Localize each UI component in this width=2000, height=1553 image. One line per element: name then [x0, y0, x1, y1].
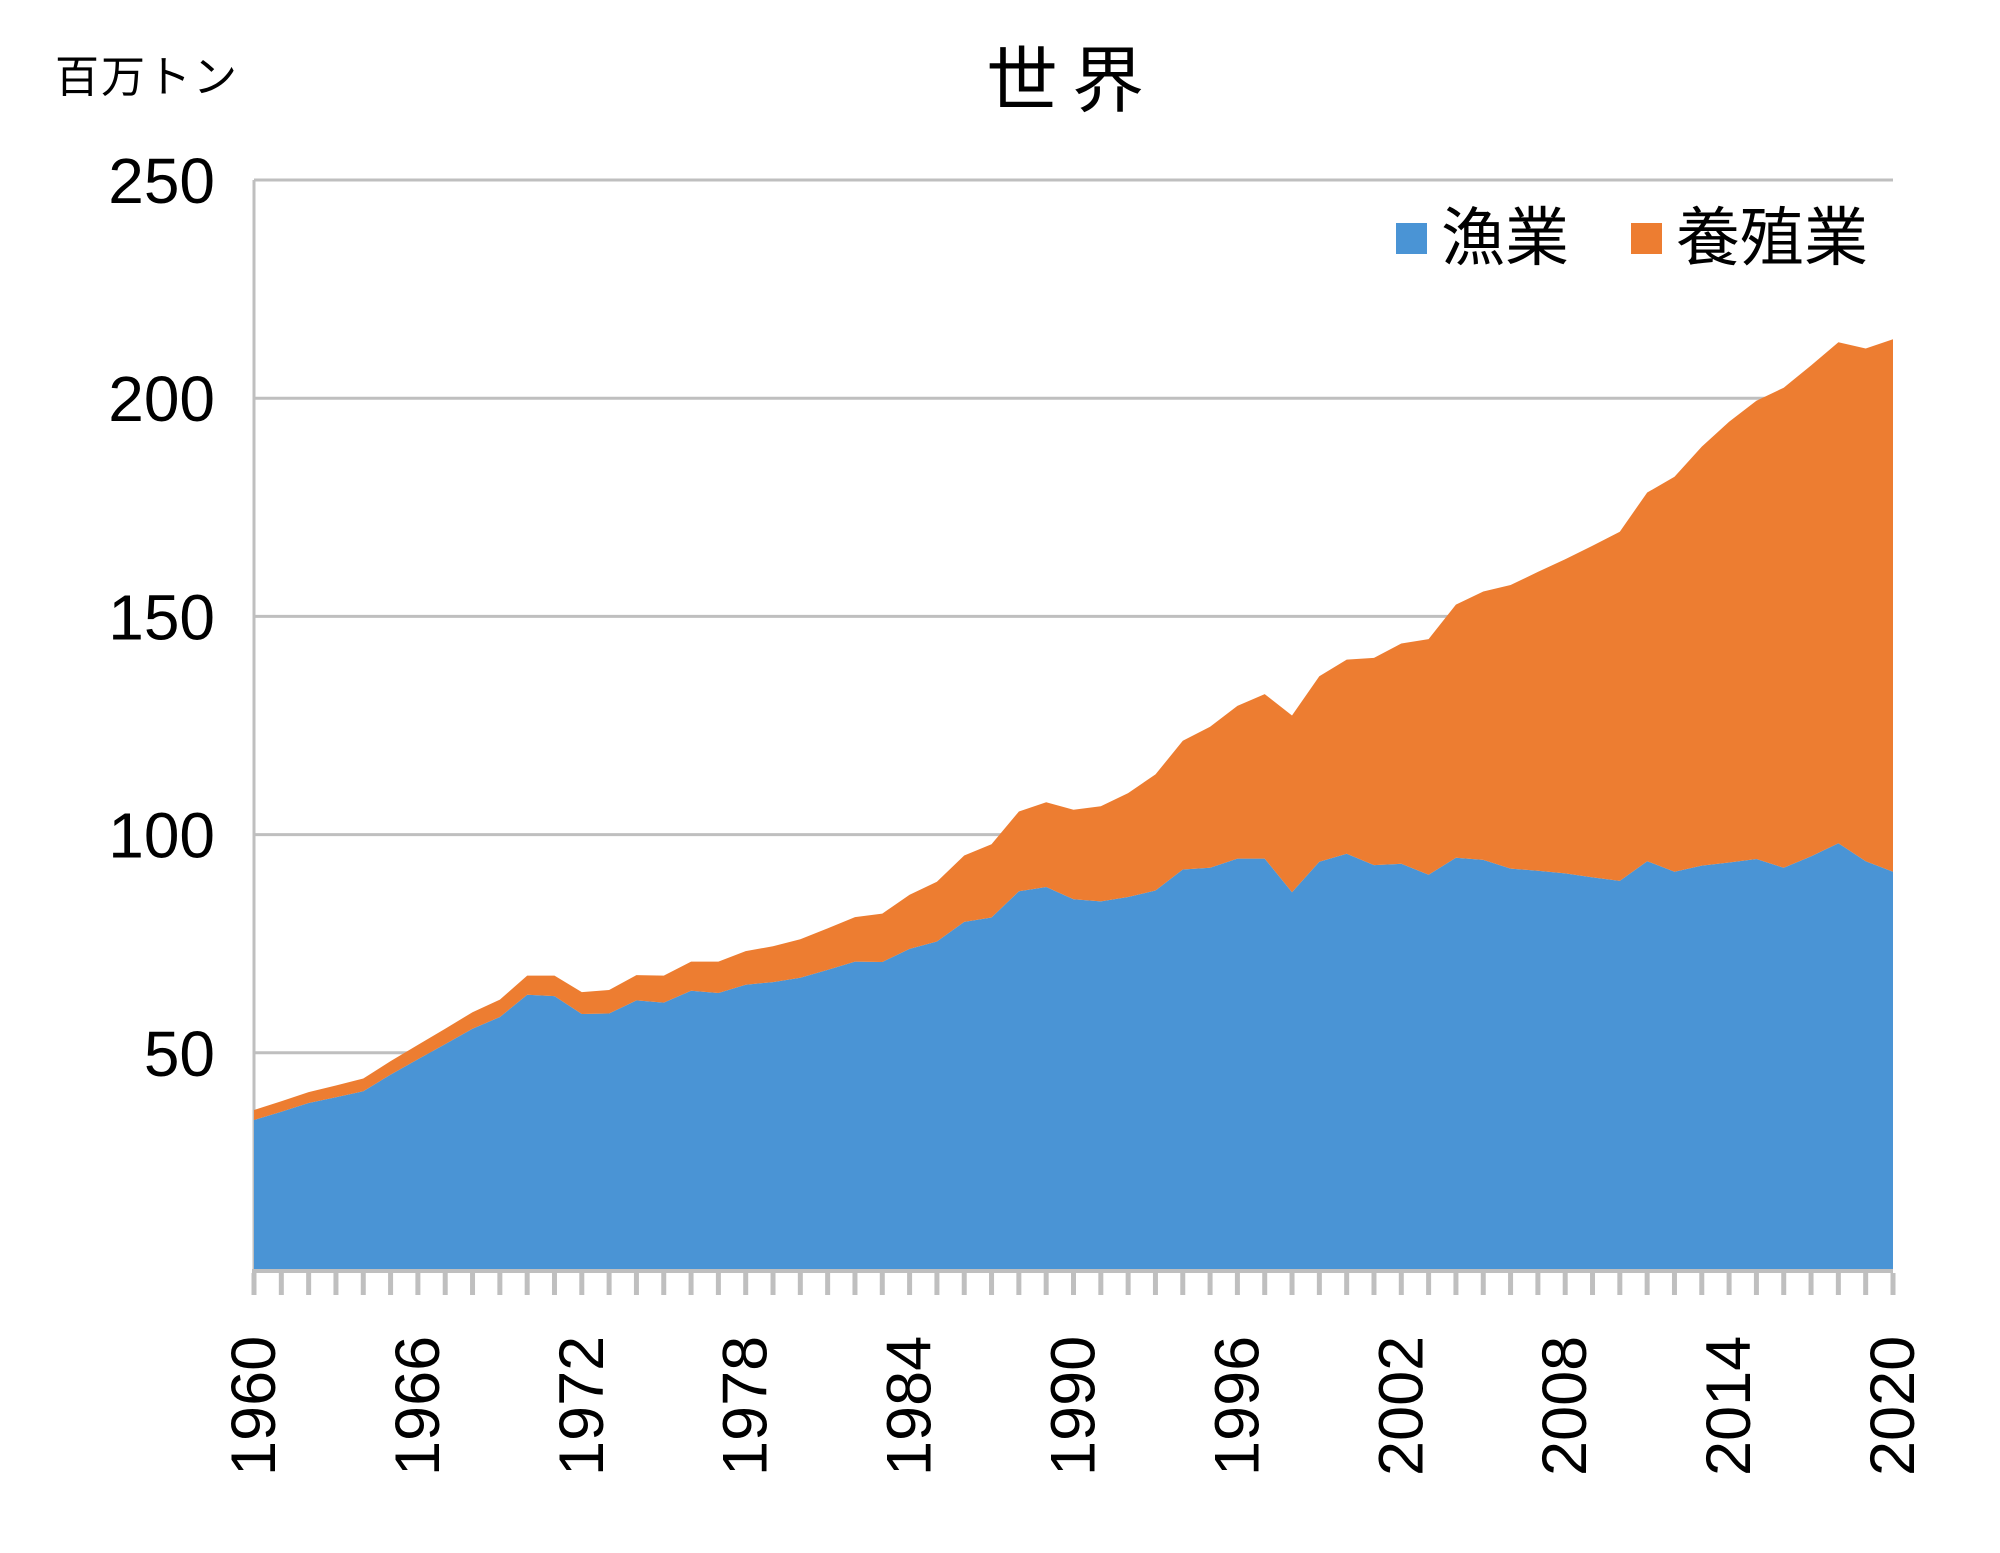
- x-axis-label: 1966: [383, 1336, 453, 1476]
- x-axis-label: 2008: [1530, 1336, 1600, 1476]
- y-axis-label: 250: [108, 145, 215, 217]
- y-axis-label: 200: [108, 363, 215, 435]
- x-axis-label: 1996: [1202, 1336, 1272, 1476]
- x-axis-label: 1978: [711, 1336, 781, 1476]
- y-axis-label: 50: [144, 1018, 215, 1090]
- legend-label-aquaculture: 養殖業: [1676, 202, 1868, 274]
- legend-item-aquaculture: 養殖業: [1631, 206, 1868, 270]
- x-axis-label: 1972: [547, 1336, 617, 1476]
- axes: [251, 1269, 1896, 1295]
- y-axis-labels: 250 200 150 100 50: [108, 145, 215, 1090]
- y-axis-unit-label: 百万トン: [55, 53, 239, 102]
- chart-title: 世界: [985, 42, 1158, 122]
- fishery-swatch-icon: [1396, 222, 1427, 254]
- y-axis-label: 150: [108, 581, 215, 653]
- x-axis-labels: 1960 1966 1972 1978 1984 1990 1996 2002 2008 2014…: [219, 1336, 1928, 1476]
- x-axis-label: 2002: [1366, 1336, 1436, 1476]
- x-axis-label: 2020: [1858, 1336, 1928, 1476]
- fishery-area: [254, 843, 1893, 1271]
- x-axis-label: 2014: [1694, 1336, 1764, 1476]
- aquaculture-swatch-icon: [1631, 222, 1662, 254]
- data-areas: [254, 339, 1893, 1271]
- x-axis-label: 1984: [875, 1336, 945, 1476]
- legend-label-fishery: 漁業: [1441, 202, 1569, 274]
- legend-item-fishery: 漁業: [1396, 206, 1569, 270]
- x-axis-label: 1990: [1039, 1336, 1109, 1476]
- aquaculture-area: [254, 339, 1893, 1120]
- legend: 漁業 養殖業: [1396, 206, 1868, 270]
- x-axis-label: 1960: [219, 1336, 289, 1476]
- y-axis-label: 100: [108, 800, 215, 872]
